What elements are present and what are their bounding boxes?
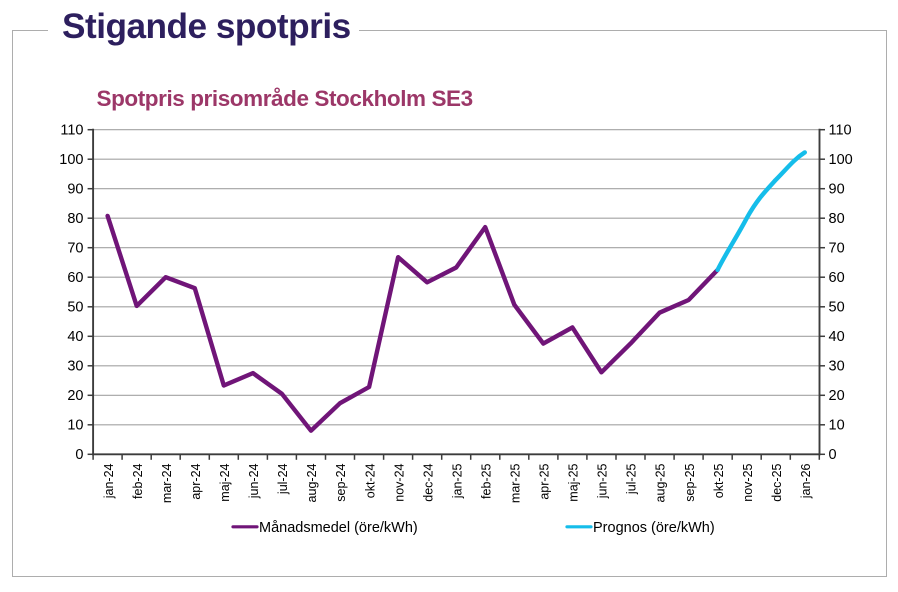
svg-text:Spotpris prisområde Stockholm: Spotpris prisområde Stockholm SE3 [97, 86, 473, 111]
svg-text:20: 20 [829, 388, 845, 404]
svg-text:jan-24: jan-24 [102, 463, 116, 499]
svg-text:nov-24: nov-24 [392, 463, 406, 501]
svg-text:0: 0 [829, 447, 837, 463]
svg-text:30: 30 [829, 359, 845, 375]
svg-text:40: 40 [829, 329, 845, 345]
svg-text:40: 40 [67, 329, 83, 345]
svg-text:jan-25: jan-25 [450, 463, 464, 499]
svg-text:feb-24: feb-24 [131, 463, 145, 498]
svg-text:dec-24: dec-24 [421, 463, 435, 501]
svg-text:jul-25: jul-25 [625, 463, 639, 495]
svg-text:110: 110 [829, 123, 852, 139]
svg-text:80: 80 [67, 211, 83, 227]
svg-text:jun-24: jun-24 [247, 463, 261, 499]
svg-text:10: 10 [829, 418, 845, 434]
svg-text:80: 80 [829, 211, 845, 227]
svg-text:aug-25: aug-25 [654, 463, 668, 502]
svg-text:Prognos (öre/kWh): Prognos (öre/kWh) [593, 520, 715, 536]
svg-text:okt-25: okt-25 [712, 463, 726, 498]
svg-text:50: 50 [67, 300, 83, 316]
svg-text:30: 30 [67, 359, 83, 375]
svg-text:sep-24: sep-24 [334, 463, 348, 501]
svg-text:maj-25: maj-25 [567, 463, 581, 501]
svg-text:jul-24: jul-24 [276, 463, 290, 495]
svg-text:dec-25: dec-25 [770, 463, 784, 501]
svg-text:sep-25: sep-25 [683, 463, 697, 501]
svg-text:20: 20 [67, 388, 83, 404]
svg-text:10: 10 [67, 418, 83, 434]
svg-text:100: 100 [59, 152, 83, 168]
svg-text:60: 60 [67, 270, 83, 286]
svg-text:100: 100 [829, 152, 853, 168]
svg-text:aug-24: aug-24 [305, 463, 319, 502]
svg-text:70: 70 [829, 241, 845, 257]
svg-text:mar-24: mar-24 [160, 463, 174, 503]
svg-text:60: 60 [829, 270, 845, 286]
svg-text:nov-25: nov-25 [741, 463, 755, 501]
svg-text:Månadsmedel (öre/kWh): Månadsmedel (öre/kWh) [259, 520, 418, 536]
svg-text:70: 70 [67, 241, 83, 257]
svg-text:jan-26: jan-26 [799, 463, 813, 499]
svg-text:90: 90 [829, 182, 845, 198]
svg-text:feb-25: feb-25 [479, 463, 493, 498]
svg-text:apr-24: apr-24 [189, 463, 203, 499]
svg-text:0: 0 [75, 447, 83, 463]
svg-text:maj-24: maj-24 [218, 463, 232, 501]
svg-text:50: 50 [829, 300, 845, 316]
svg-text:apr-25: apr-25 [538, 463, 552, 499]
svg-text:110: 110 [60, 123, 83, 139]
svg-text:okt-24: okt-24 [363, 463, 377, 498]
svg-text:mar-25: mar-25 [509, 463, 523, 503]
svg-text:90: 90 [67, 182, 83, 198]
svg-text:jun-25: jun-25 [596, 463, 610, 499]
